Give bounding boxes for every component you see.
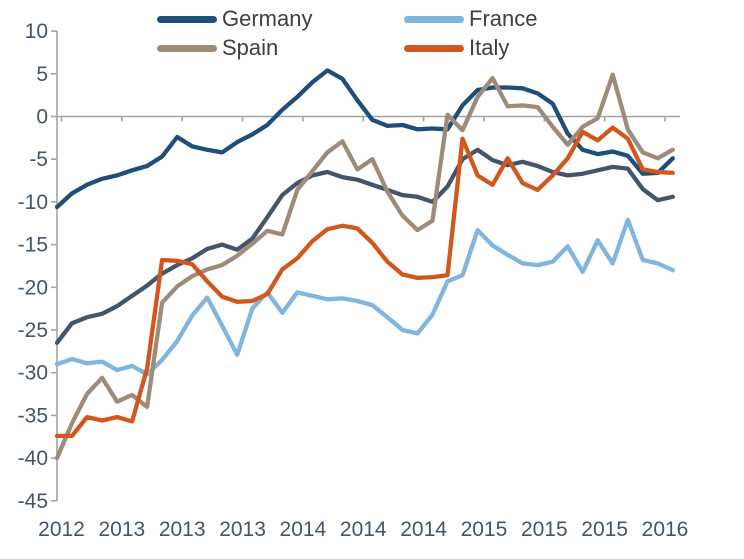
- series-line-spain: [54, 72, 675, 461]
- x-axis-label: 2015: [521, 518, 568, 541]
- x-axis-label: 2013: [219, 518, 266, 541]
- series-line-france: [54, 217, 675, 377]
- y-axis-label: 0: [36, 106, 48, 129]
- y-axis-label: -25: [18, 319, 48, 342]
- y-axis-label: -15: [18, 234, 48, 257]
- legend-swatch-italy: [404, 44, 464, 52]
- series-line-italy: [54, 125, 675, 439]
- x-axis-label: 2014: [400, 518, 447, 541]
- x-axis-label: 2013: [159, 518, 206, 541]
- legend-label-france: France: [469, 6, 538, 31]
- y-axis-label: -30: [18, 362, 48, 385]
- legend-item-france: France: [404, 7, 537, 31]
- y-axis-label: -40: [18, 447, 48, 470]
- y-axis-label: 5: [36, 63, 48, 86]
- legend-label-italy: Italy: [469, 35, 510, 60]
- y-axis-label: -35: [18, 404, 48, 427]
- y-axis-label: 10: [25, 20, 48, 43]
- y-axis-label: -10: [18, 191, 48, 214]
- x-axis-label: 2016: [642, 518, 689, 541]
- legend-item-spain: Spain: [157, 36, 278, 60]
- y-axis-label: -5: [29, 148, 48, 171]
- legend-item-germany: Germany: [157, 7, 312, 31]
- x-axis-label: 2014: [340, 518, 387, 541]
- x-axis-label: 2014: [280, 518, 327, 541]
- y-axis-label: -20: [18, 276, 48, 299]
- x-axis-label: 2013: [98, 518, 145, 541]
- legend-swatch-germany: [157, 15, 217, 23]
- y-axis-label: -45: [18, 490, 48, 513]
- legend-label-spain: Spain: [222, 35, 279, 60]
- legend-swatch-spain: [157, 44, 217, 52]
- legend-label-germany: Germany: [222, 6, 313, 31]
- series-line-unlabeled-dark-gray: [54, 147, 675, 345]
- series-line-germany: [54, 68, 675, 210]
- x-axis-label: 2012: [38, 518, 85, 541]
- x-axis-label: 2015: [581, 518, 628, 541]
- legend-swatch-france: [404, 15, 464, 23]
- x-axis-label: 2015: [461, 518, 508, 541]
- legend-item-italy: Italy: [404, 36, 509, 60]
